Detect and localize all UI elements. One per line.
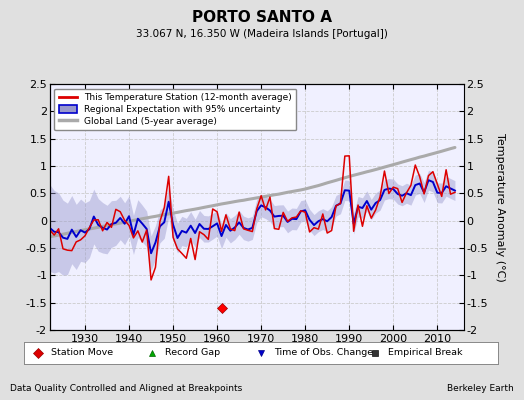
Text: Data Quality Controlled and Aligned at Breakpoints: Data Quality Controlled and Aligned at B… [10,384,243,393]
Text: Record Gap: Record Gap [165,348,220,357]
Text: Empirical Break: Empirical Break [388,348,462,357]
Y-axis label: Temperature Anomaly (°C): Temperature Anomaly (°C) [495,133,505,281]
Text: Station Move: Station Move [51,348,113,357]
Text: Time of Obs. Change: Time of Obs. Change [274,348,373,357]
Text: PORTO SANTO A: PORTO SANTO A [192,10,332,26]
Text: 33.067 N, 16.350 W (Madeira Islands [Portugal]): 33.067 N, 16.350 W (Madeira Islands [Por… [136,29,388,39]
Legend: This Temperature Station (12-month average), Regional Expectation with 95% uncer: This Temperature Station (12-month avera… [54,88,297,130]
Text: Berkeley Earth: Berkeley Earth [447,384,514,393]
